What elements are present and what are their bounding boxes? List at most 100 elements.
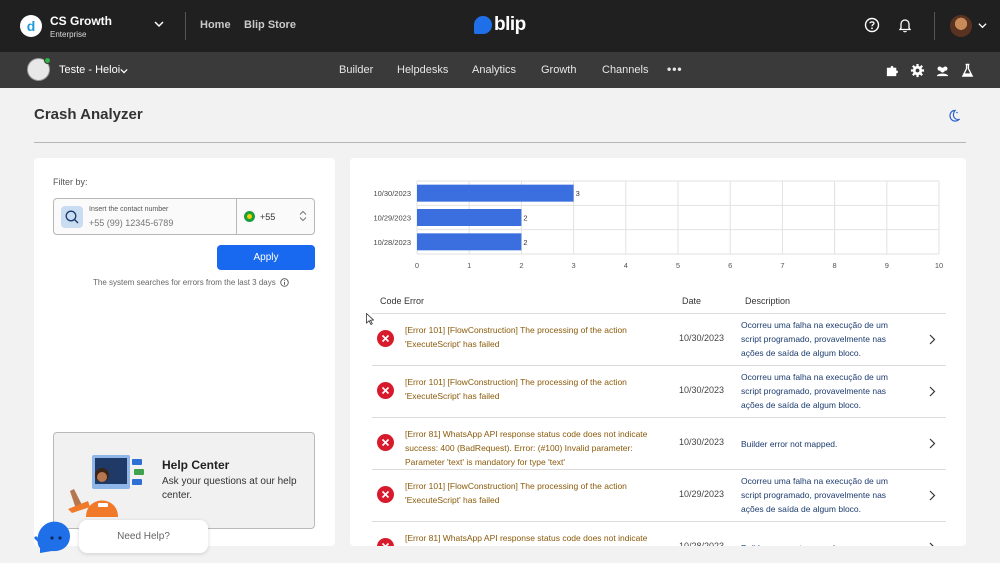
header-divider bbox=[34, 142, 966, 143]
user-avatar[interactable] bbox=[950, 15, 972, 37]
users-icon[interactable] bbox=[935, 63, 950, 78]
error-code: [Error 101] [FlowConstruction] The proce… bbox=[405, 377, 627, 401]
error-code: [Error 81] WhatsApp API response status … bbox=[405, 429, 648, 467]
chevron-down-icon[interactable] bbox=[154, 19, 164, 29]
x-tick-label: 9 bbox=[885, 261, 889, 270]
table-row[interactable]: [Error 101] [FlowConstruction] The proce… bbox=[372, 365, 946, 417]
flask-icon[interactable] bbox=[960, 63, 975, 78]
error-date: 10/28/2023 bbox=[679, 541, 725, 546]
more-options-icon[interactable]: ••• bbox=[667, 62, 683, 76]
contact-number-input[interactable] bbox=[89, 218, 229, 228]
column-header-date: Date bbox=[682, 296, 702, 306]
error-icon bbox=[377, 382, 394, 399]
search-hint-text: The system searches for errors from the … bbox=[93, 278, 276, 287]
error-description: Ocorreu uma falha na execução de um scri… bbox=[741, 320, 888, 358]
chevron-right-icon[interactable] bbox=[928, 386, 936, 397]
nav-analytics[interactable]: Analytics bbox=[472, 64, 517, 76]
chevron-down-icon[interactable] bbox=[978, 21, 987, 30]
error-description: Ocorreu uma falha na execução de um scri… bbox=[741, 372, 888, 410]
table-row[interactable]: [Error 101] [FlowConstruction] The proce… bbox=[372, 313, 946, 365]
error-code: [Error 101] [FlowConstruction] The proce… bbox=[405, 481, 627, 505]
org-name: CS Growth bbox=[50, 13, 112, 28]
blip-store-link[interactable]: Blip Store bbox=[244, 19, 296, 31]
blip-logo-text: blip bbox=[494, 14, 526, 35]
need-help-button[interactable]: Need Help? bbox=[79, 520, 208, 553]
brazil-flag-icon bbox=[244, 211, 255, 222]
help-circle-icon[interactable] bbox=[864, 17, 880, 33]
error-icon bbox=[377, 434, 394, 451]
moon-icon[interactable] bbox=[946, 109, 960, 123]
nav-helpdesks[interactable]: Helpdesks bbox=[397, 64, 449, 76]
x-tick-label: 7 bbox=[780, 261, 784, 270]
puzzle-icon[interactable] bbox=[885, 63, 900, 78]
error-date: 10/30/2023 bbox=[679, 437, 725, 447]
org-logo: d bbox=[20, 15, 42, 37]
blip-mascot-icon[interactable] bbox=[32, 518, 74, 553]
blip-bubble-icon bbox=[474, 16, 492, 34]
nav-growth[interactable]: Growth bbox=[541, 64, 577, 76]
help-center-description: Ask your questions at our help center. bbox=[162, 476, 297, 501]
info-icon[interactable] bbox=[280, 278, 289, 287]
contact-number-label: Insert the contact number bbox=[89, 206, 169, 213]
y-tick-label: 10/29/2023 bbox=[373, 214, 411, 223]
bell-icon[interactable] bbox=[897, 17, 913, 33]
country-code-value[interactable]: +55 bbox=[260, 212, 276, 222]
column-header-description: Description bbox=[745, 296, 791, 306]
chart-bar bbox=[417, 209, 522, 226]
bar-value-label: 2 bbox=[523, 238, 527, 247]
x-tick-label: 2 bbox=[519, 261, 523, 270]
apply-button[interactable]: Apply bbox=[217, 245, 315, 270]
x-tick-label: 6 bbox=[728, 261, 732, 270]
error-date: 10/29/2023 bbox=[679, 489, 725, 499]
errors-panel: 0 1 2 3 4 5 6 7 8 9 10 10/30/2023 3 10/29/2023 2 10/28/… bbox=[350, 158, 966, 546]
y-tick-label: 10/28/2023 bbox=[373, 238, 411, 247]
search-hint: The system searches for errors from the … bbox=[93, 278, 289, 287]
table-row[interactable]: [Error 81] WhatsApp API response status … bbox=[372, 417, 946, 469]
select-arrows-icon[interactable] bbox=[299, 210, 307, 222]
error-description: Builder error not mapped. bbox=[741, 541, 906, 546]
divider bbox=[185, 12, 186, 40]
contact-number-field[interactable]: Insert the contact number +55 bbox=[53, 198, 315, 235]
column-header-code-error: Code Error bbox=[380, 296, 425, 306]
table-row[interactable]: [Error 101] [FlowConstruction] The proce… bbox=[372, 469, 946, 521]
chevron-right-icon[interactable] bbox=[928, 438, 936, 449]
x-tick-label: 8 bbox=[833, 261, 837, 270]
home-link[interactable]: Home bbox=[200, 19, 231, 31]
x-tick-label: 0 bbox=[415, 261, 419, 270]
nav-builder[interactable]: Builder bbox=[339, 64, 374, 76]
chevron-right-icon[interactable] bbox=[928, 490, 936, 501]
error-icon bbox=[377, 538, 394, 546]
org-plan: Enterprise bbox=[50, 29, 87, 39]
x-tick-label: 10 bbox=[935, 261, 943, 270]
nav-channels[interactable]: Channels bbox=[602, 64, 649, 76]
error-date: 10/30/2023 bbox=[679, 385, 725, 395]
bot-name[interactable]: Teste - Heloi bbox=[59, 64, 121, 76]
org-switcher[interactable]: d CS Growth Enterprise bbox=[20, 14, 170, 39]
error-date: 10/30/2023 bbox=[679, 333, 725, 343]
divider bbox=[236, 199, 237, 234]
x-tick-label: 4 bbox=[624, 261, 628, 270]
x-tick-label: 1 bbox=[467, 261, 471, 270]
chevron-down-icon[interactable] bbox=[120, 67, 128, 75]
x-tick-label: 3 bbox=[572, 261, 576, 270]
help-center-card[interactable]: Help Center Ask your questions at our he… bbox=[53, 432, 315, 529]
errors-by-date-chart: 0 1 2 3 4 5 6 7 8 9 10 10/30/2023 3 10/29/2023 2 10/28/… bbox=[373, 180, 943, 270]
x-tick-label: 5 bbox=[676, 261, 680, 270]
error-description: Builder error not mapped. bbox=[741, 439, 838, 449]
bot-avatar[interactable] bbox=[27, 58, 50, 81]
filter-panel: Filter by: Insert the contact number +55… bbox=[34, 158, 335, 546]
error-icon bbox=[377, 330, 394, 347]
table-row[interactable]: [Error 81] WhatsApp API response status … bbox=[372, 521, 946, 546]
error-code: [Error 101] [FlowConstruction] The proce… bbox=[405, 325, 627, 349]
chevron-right-icon[interactable] bbox=[928, 542, 936, 546]
chart-bar bbox=[417, 233, 522, 251]
gear-icon[interactable] bbox=[910, 63, 925, 78]
blip-logo[interactable]: blip bbox=[474, 14, 526, 36]
chevron-right-icon[interactable] bbox=[928, 334, 936, 345]
top-bar: d CS Growth Enterprise Home Blip Store b… bbox=[0, 0, 1000, 52]
search-icon bbox=[61, 206, 83, 228]
bar-value-label: 3 bbox=[576, 189, 580, 198]
error-description: Ocorreu uma falha na execução de um scri… bbox=[741, 476, 888, 514]
page-title: Crash Analyzer bbox=[34, 106, 143, 123]
y-tick-label: 10/30/2023 bbox=[373, 189, 411, 198]
